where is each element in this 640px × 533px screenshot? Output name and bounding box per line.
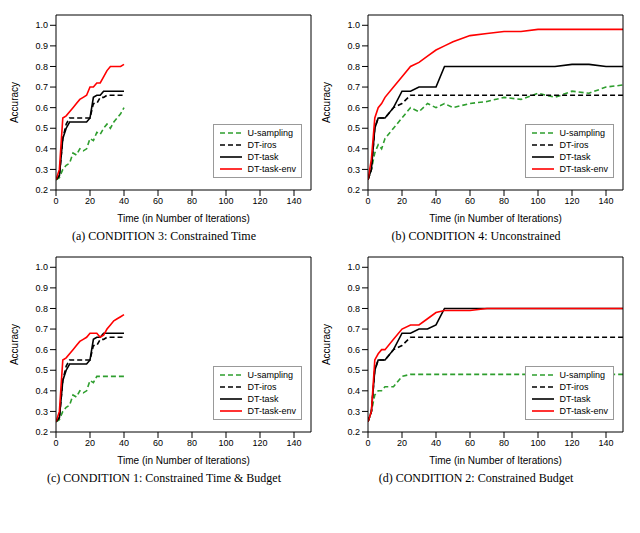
svg-text:0.6: 0.6 bbox=[347, 345, 360, 355]
svg-text:0.2: 0.2 bbox=[347, 185, 360, 195]
svg-text:0.8: 0.8 bbox=[347, 304, 360, 314]
svg-text:0: 0 bbox=[365, 196, 370, 206]
svg-text:60: 60 bbox=[153, 196, 163, 206]
svg-text:1.0: 1.0 bbox=[35, 20, 48, 30]
svg-text:20: 20 bbox=[397, 438, 407, 448]
svg-text:0.9: 0.9 bbox=[347, 41, 360, 51]
svg-text:120: 120 bbox=[252, 438, 267, 448]
html-text:DT-task: DT-task bbox=[247, 394, 279, 404]
svg-text:140: 140 bbox=[286, 438, 301, 448]
svg-text:1.0: 1.0 bbox=[35, 262, 48, 272]
svg-text:80: 80 bbox=[499, 196, 509, 206]
svg-text:Accuracy: Accuracy bbox=[321, 82, 332, 123]
html-text:DT-task-env: DT-task-env bbox=[247, 406, 296, 416]
svg-text:100: 100 bbox=[530, 438, 545, 448]
svg-text:Time (in Number of Iterations): Time (in Number of Iterations) bbox=[117, 455, 249, 466]
svg-text:0.4: 0.4 bbox=[347, 386, 360, 396]
svg-text:80: 80 bbox=[187, 438, 197, 448]
svg-text:0.2: 0.2 bbox=[35, 427, 48, 437]
svg-text:Accuracy: Accuracy bbox=[321, 324, 332, 365]
svg-text:0.8: 0.8 bbox=[347, 62, 360, 72]
svg-text:0.5: 0.5 bbox=[347, 123, 360, 133]
svg-text:20: 20 bbox=[85, 438, 95, 448]
svg-text:0: 0 bbox=[53, 196, 58, 206]
svg-text:0.9: 0.9 bbox=[35, 283, 48, 293]
svg-text:40: 40 bbox=[431, 438, 441, 448]
svg-text:Accuracy: Accuracy bbox=[9, 82, 20, 123]
svg-text:Time (in Number of Iterations): Time (in Number of Iterations) bbox=[429, 213, 561, 224]
svg-text:140: 140 bbox=[598, 438, 613, 448]
html-text:DT-task: DT-task bbox=[559, 152, 591, 162]
svg-text:80: 80 bbox=[187, 196, 197, 206]
html-text:(d) CONDITION 2: Constrained B: (d) CONDITION 2: Constrained Budget bbox=[378, 471, 574, 485]
svg-text:0.4: 0.4 bbox=[35, 144, 48, 154]
svg-text:40: 40 bbox=[431, 196, 441, 206]
html-text:DT-iros: DT-iros bbox=[559, 382, 589, 392]
html-text:DT-iros: DT-iros bbox=[559, 140, 589, 150]
svg-text:1.0: 1.0 bbox=[347, 262, 360, 272]
svg-text:20: 20 bbox=[397, 196, 407, 206]
svg-text:120: 120 bbox=[252, 196, 267, 206]
html-text:U-sampling: U-sampling bbox=[247, 370, 293, 380]
svg-text:60: 60 bbox=[465, 438, 475, 448]
svg-text:0.4: 0.4 bbox=[347, 144, 360, 154]
svg-text:Accuracy: Accuracy bbox=[9, 324, 20, 365]
svg-text:0.5: 0.5 bbox=[347, 365, 360, 375]
svg-text:0.8: 0.8 bbox=[35, 62, 48, 72]
html-text:(b) CONDITION 4: Unconstrained: (b) CONDITION 4: Unconstrained bbox=[391, 229, 561, 243]
svg-text:0.7: 0.7 bbox=[35, 82, 48, 92]
html-text:DT-task-env: DT-task-env bbox=[559, 164, 608, 174]
html-text:(a) CONDITION 3: Constrained T: (a) CONDITION 3: Constrained Time bbox=[72, 229, 256, 243]
svg-text:120: 120 bbox=[564, 438, 579, 448]
svg-text:60: 60 bbox=[465, 196, 475, 206]
html-text:U-sampling: U-sampling bbox=[559, 128, 605, 138]
svg-text:0.3: 0.3 bbox=[347, 165, 360, 175]
svg-text:0.3: 0.3 bbox=[35, 165, 48, 175]
svg-text:0.4: 0.4 bbox=[35, 386, 48, 396]
svg-text:140: 140 bbox=[286, 196, 301, 206]
svg-text:0.3: 0.3 bbox=[35, 407, 48, 417]
html-text:U-sampling: U-sampling bbox=[559, 370, 605, 380]
svg-text:0.6: 0.6 bbox=[35, 103, 48, 113]
svg-text:0.9: 0.9 bbox=[35, 41, 48, 51]
svg-text:1.0: 1.0 bbox=[347, 20, 360, 30]
html-text:DT-task-env: DT-task-env bbox=[247, 164, 296, 174]
svg-text:0: 0 bbox=[53, 438, 58, 448]
svg-text:0.7: 0.7 bbox=[347, 324, 360, 334]
svg-text:0.5: 0.5 bbox=[35, 365, 48, 375]
html-text:DT-iros: DT-iros bbox=[247, 382, 277, 392]
svg-text:60: 60 bbox=[153, 438, 163, 448]
svg-text:100: 100 bbox=[218, 196, 233, 206]
html-text:DT-task-env: DT-task-env bbox=[559, 406, 608, 416]
html-text:DT-task: DT-task bbox=[559, 394, 591, 404]
svg-text:Time (in Number of Iterations): Time (in Number of Iterations) bbox=[429, 455, 561, 466]
svg-text:Time (in Number of Iterations): Time (in Number of Iterations) bbox=[117, 213, 249, 224]
svg-text:0: 0 bbox=[365, 438, 370, 448]
html-text:U-sampling: U-sampling bbox=[247, 128, 293, 138]
html-text:DT-task: DT-task bbox=[247, 152, 279, 162]
html-text:(c) CONDITION 1: Constrained T: (c) CONDITION 1: Constrained Time & Budg… bbox=[47, 471, 281, 485]
svg-text:0.9: 0.9 bbox=[347, 283, 360, 293]
svg-text:20: 20 bbox=[85, 196, 95, 206]
svg-text:120: 120 bbox=[564, 196, 579, 206]
svg-text:0.6: 0.6 bbox=[347, 103, 360, 113]
svg-text:0.3: 0.3 bbox=[347, 407, 360, 417]
svg-text:40: 40 bbox=[119, 438, 129, 448]
svg-text:0.7: 0.7 bbox=[35, 324, 48, 334]
svg-text:0.5: 0.5 bbox=[35, 123, 48, 133]
svg-text:0.7: 0.7 bbox=[347, 82, 360, 92]
svg-text:0.2: 0.2 bbox=[35, 185, 48, 195]
svg-text:0.2: 0.2 bbox=[347, 427, 360, 437]
svg-text:140: 140 bbox=[598, 196, 613, 206]
svg-text:100: 100 bbox=[218, 438, 233, 448]
svg-text:0.8: 0.8 bbox=[35, 304, 48, 314]
svg-text:80: 80 bbox=[499, 438, 509, 448]
html-text:DT-iros: DT-iros bbox=[247, 140, 277, 150]
svg-text:100: 100 bbox=[530, 196, 545, 206]
svg-text:40: 40 bbox=[119, 196, 129, 206]
svg-text:0.6: 0.6 bbox=[35, 345, 48, 355]
